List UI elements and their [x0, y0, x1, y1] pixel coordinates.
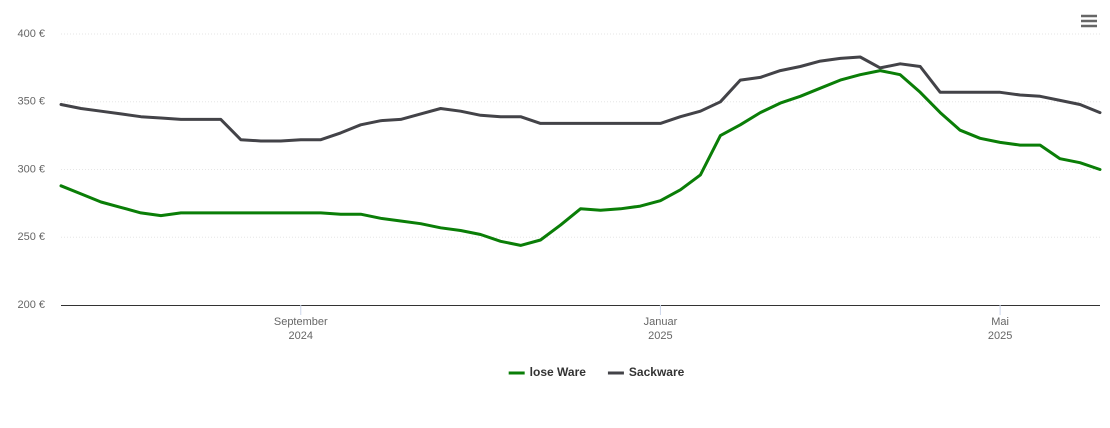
y-tick-label: 350 € [17, 96, 45, 108]
series-line [59, 55, 1102, 143]
legend-label: lose Ware [530, 365, 587, 379]
y-tick-label: 400 € [17, 28, 45, 40]
x-tick-label: Januar 2025 [644, 316, 678, 342]
y-tick-label: 250 € [17, 231, 45, 243]
y-tick-label: 200 € [17, 299, 45, 311]
legend-label: Sackware [629, 365, 685, 379]
legend-item[interactable]: lose Ware [508, 365, 587, 379]
legend-item[interactable]: Sackware [607, 365, 685, 379]
y-tick-label: 300 € [17, 163, 45, 175]
series-line [59, 69, 1102, 247]
x-tick-label: September 2024 [274, 316, 328, 342]
menu-button[interactable] [1078, 12, 1100, 32]
x-tick-label: Mai 2025 [988, 316, 1012, 342]
legend: lose Ware Sackware [508, 365, 685, 379]
